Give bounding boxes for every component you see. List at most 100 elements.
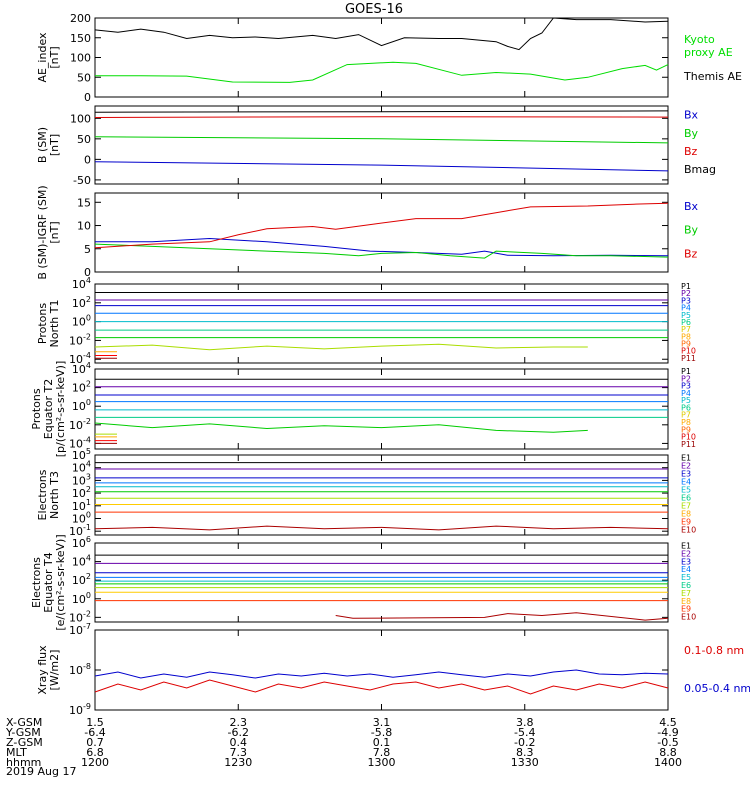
y-tick-label: 104 xyxy=(72,361,91,376)
ephemeris-value: 4.5 xyxy=(659,716,677,729)
y-tick-label: 100 xyxy=(72,398,91,413)
y-axis-label-line: [nT] xyxy=(48,221,61,243)
y-tick-label: 10-4 xyxy=(69,435,91,450)
legend-entry: E1 xyxy=(681,454,691,463)
y-axis-label-line: Electrons xyxy=(36,469,49,520)
y-tick-label: 10-9 xyxy=(69,702,91,717)
legend-entry: E10 xyxy=(681,526,696,535)
panel-frame xyxy=(94,368,669,450)
panel-legend: 0.1-0.8 nm 0.05-0.4 nm xyxy=(684,644,750,695)
ephemeris-value: 1400 xyxy=(654,756,682,769)
y-tick-label: 102 xyxy=(72,572,91,587)
legend-entry: E7 xyxy=(681,502,691,511)
legend-entry: Bx xyxy=(684,109,699,122)
panel-3: 0 5 10 15 B (SM)-IGRF (SM) [nT] Bx By Bz xyxy=(36,185,699,279)
ephemeris-value: -0.2 xyxy=(514,736,535,749)
legend-entry: P11 xyxy=(681,354,696,363)
series-line xyxy=(94,136,669,144)
y-axis-label: Electrons North T3 xyxy=(36,469,61,520)
legend-entry: P1 xyxy=(681,367,691,376)
series-line xyxy=(94,669,669,679)
ephemeris-value: -4.9 xyxy=(657,726,678,739)
y-axis-label-line: North T1 xyxy=(48,300,61,348)
y-tick-label: 10-2 xyxy=(69,417,91,432)
legend-entry: P11 xyxy=(681,440,696,449)
y-tick-label: 100 xyxy=(70,112,91,125)
y-tick-label: 103 xyxy=(72,472,91,487)
ephemeris-row-label: Y-GSM xyxy=(5,726,41,739)
legend-entry: proxy AE xyxy=(684,46,733,59)
y-axis-label-line: Xray flux xyxy=(36,645,49,695)
series-line xyxy=(335,612,669,621)
legend-entry: P8 xyxy=(681,418,691,427)
legend-entry: E2 xyxy=(681,462,691,471)
ephemeris-value: 1200 xyxy=(81,756,109,769)
ephemeris-value: 2.3 xyxy=(230,716,248,729)
legend-entry: P4 xyxy=(681,389,691,398)
ephemeris-value: 3.8 xyxy=(516,716,534,729)
ephemeris-value: 0.4 xyxy=(230,736,248,749)
y-axis-label: Xray flux [W/m2] xyxy=(36,645,61,695)
y-tick-label: 102 xyxy=(72,380,91,395)
legend-entry: By xyxy=(684,224,699,237)
y-axis-label: B (SM) [nT] xyxy=(36,127,61,163)
y-tick-label: 5 xyxy=(84,243,91,256)
ephemeris-value: 7.8 xyxy=(373,746,391,759)
series-line xyxy=(94,161,669,172)
legend-entry: P8 xyxy=(681,332,691,341)
legend-entry: P6 xyxy=(681,403,691,412)
y-tick-label: 104 xyxy=(72,554,91,569)
ephemeris-value: 0.7 xyxy=(86,736,104,749)
y-axis-label-line: Equator T2 xyxy=(42,379,55,439)
ephemeris-value: 1230 xyxy=(224,756,252,769)
y-axis-label-line: Protons xyxy=(30,388,43,429)
panel-7: 10-2 100 102 104 106 Electrons Equator T4 [e/(c… xyxy=(30,534,696,630)
legend-entry: Bx xyxy=(684,200,699,213)
ephemeris-value: 8.3 xyxy=(516,746,534,759)
y-tick-label: 106 xyxy=(72,535,91,550)
legend-entry: P9 xyxy=(681,339,691,348)
y-tick-label: 0 xyxy=(84,266,91,279)
y-axis-label-line: North T3 xyxy=(48,471,61,519)
panel-legend: Bx By Bz Bmag xyxy=(684,109,716,176)
panel-5: 10-4 10-2 100 102 104 Protons Equator T2 [p/(cm… xyxy=(30,361,696,458)
ephemeris-row-label: hhmm xyxy=(6,756,41,769)
legend-entry: Bz xyxy=(684,145,698,158)
legend-entry: P3 xyxy=(681,296,691,305)
legend-entry: E8 xyxy=(681,510,691,519)
series-line xyxy=(94,17,669,51)
legend-entry: P7 xyxy=(681,325,691,334)
y-axis-label-line: [nT] xyxy=(48,46,61,68)
ephemeris-value: 7.3 xyxy=(230,746,248,759)
panel-frame xyxy=(94,283,669,364)
series-line xyxy=(94,343,588,351)
legend-entry: P2 xyxy=(681,289,691,298)
y-tick-label: 10-1 xyxy=(69,523,91,538)
panel-4: 10-4 10-2 100 102 104 Protons North T1 P1P2P3P4… xyxy=(36,276,696,366)
legend-entry: Bmag xyxy=(684,163,716,176)
series-line xyxy=(94,110,669,113)
panel-frame xyxy=(94,454,669,536)
ephemeris-value: 1330 xyxy=(511,756,539,769)
y-axis-label-line: [nT] xyxy=(48,134,61,156)
y-tick-label: 10-7 xyxy=(69,622,91,637)
legend-entry: E7 xyxy=(681,589,691,598)
ephemeris-value: 6.8 xyxy=(86,746,104,759)
legend-entry: P9 xyxy=(681,425,691,434)
legend-entry: E6 xyxy=(681,494,691,503)
y-tick-label: 100 xyxy=(70,52,91,65)
legend-entry: E2 xyxy=(681,549,691,558)
series-line xyxy=(94,422,588,433)
y-tick-label: 10-2 xyxy=(69,332,91,347)
y-axis-label-line: Equator T4 xyxy=(42,552,55,612)
legend-entry: E4 xyxy=(681,478,691,487)
legend-entry: P5 xyxy=(681,311,691,320)
y-axis-label: AE_index [nT] xyxy=(36,32,61,83)
